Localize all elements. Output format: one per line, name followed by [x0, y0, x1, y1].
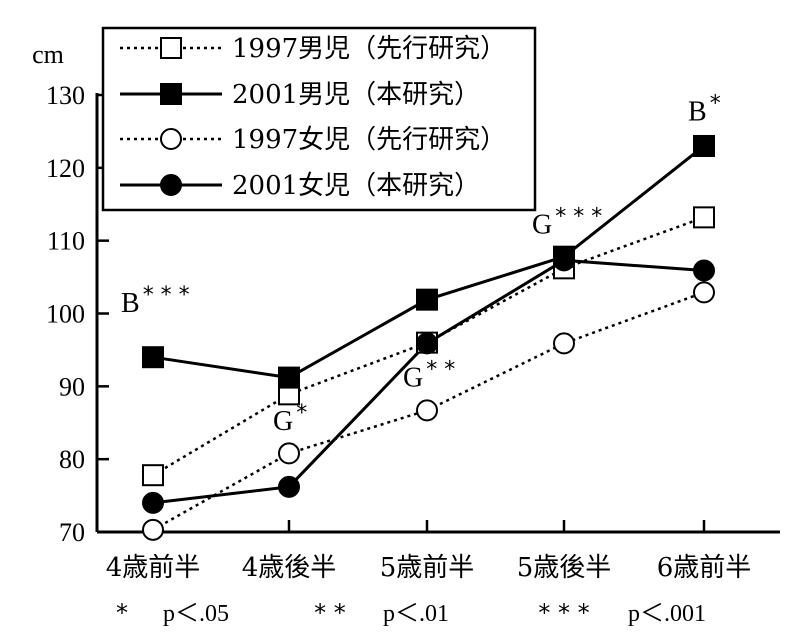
- annotation-letter: G: [403, 362, 423, 393]
- axes: 130 120 110 100 90 80 70 cm 4歳前半 4歳後半 5歳前半 5歳後半 6歳前半: [32, 40, 780, 583]
- data-point-series-4: [416, 332, 438, 355]
- data-point-series-3: [142, 518, 164, 541]
- x-tick-label: 5歳後半: [517, 553, 612, 583]
- annotation-letter: B: [688, 96, 707, 127]
- significance-p-value: p＜.05: [163, 601, 229, 627]
- data-point-series-3: [416, 399, 438, 422]
- legend-marker-4: [160, 174, 182, 196]
- data-point-series-1: [142, 464, 164, 487]
- x-tick-label: 4歳後半: [242, 553, 337, 583]
- significance-key: * p＜.05 * * p＜.01 * * * p＜.001: [116, 599, 706, 627]
- data-point-series-2: [142, 346, 164, 369]
- series-markers: [142, 134, 715, 541]
- annotation-stars: * *: [426, 357, 455, 382]
- y-tick-label: 70: [59, 518, 85, 547]
- significance-stars: * *: [314, 599, 346, 627]
- data-point-series-2: [278, 366, 300, 389]
- y-tick-label: 120: [46, 154, 85, 183]
- significance-p-value: p＜.01: [383, 601, 449, 627]
- y-tick-label: 130: [46, 81, 85, 110]
- y-tick-label: 80: [59, 445, 85, 474]
- annotation-label: G * * *: [532, 204, 602, 240]
- annotation-label: B *: [688, 91, 721, 127]
- data-point-series-4: [142, 491, 164, 514]
- legend: 1997男児（先行研究） 2001男児（本研究） 1997女児（先行研究） 2001女…: [101, 26, 537, 212]
- annotation-letter: G: [273, 406, 293, 437]
- annotation-stars: * * *: [555, 204, 602, 229]
- y-tick-label: 110: [47, 227, 85, 256]
- y-tick-label: 90: [59, 372, 85, 401]
- legend-label-4: 2001女児（本研究）: [232, 171, 480, 201]
- y-unit-label: cm: [32, 40, 64, 69]
- legend-label-1: 1997男児（先行研究）: [232, 34, 506, 64]
- annotation-label: B * * *: [121, 283, 190, 319]
- x-tick-label: 4歳前半: [106, 553, 201, 583]
- legend-marker-1: [160, 37, 182, 59]
- annotation-letter: G: [532, 209, 552, 240]
- data-point-series-4: [278, 475, 300, 498]
- legend-label-2: 2001男児（本研究）: [232, 80, 480, 110]
- significance-stars: *: [116, 599, 128, 627]
- data-point-series-4: [553, 249, 575, 272]
- legend-marker-3: [160, 128, 182, 150]
- significance-stars: * * *: [538, 599, 589, 627]
- y-tick-label: 100: [46, 300, 85, 329]
- data-point-series-3: [693, 281, 715, 304]
- legend-label-3: 1997女児（先行研究）: [232, 125, 506, 155]
- series-line-1: [152, 216, 705, 477]
- annotation-stars: * * *: [143, 283, 190, 308]
- annotation-label: G *: [273, 401, 307, 437]
- annotation-label: G * *: [403, 357, 455, 393]
- x-tick-label: 6歳前半: [657, 553, 752, 583]
- legend-marker-2: [160, 83, 182, 105]
- data-point-series-2: [416, 288, 438, 311]
- significance-p-value: p＜.001: [628, 601, 706, 627]
- annotation-stars: *: [710, 91, 721, 116]
- data-point-series-3: [278, 442, 300, 465]
- x-tick-label: 5歳前半: [380, 553, 475, 583]
- data-point-series-2: [693, 134, 715, 157]
- data-point-series-3: [553, 332, 575, 355]
- significance-annotations: B * * *G *G * *G * * *B *: [121, 91, 721, 437]
- annotation-stars: *: [296, 401, 307, 426]
- annotation-letter: B: [121, 288, 140, 319]
- data-point-series-1: [693, 206, 715, 229]
- data-point-series-4: [693, 259, 715, 282]
